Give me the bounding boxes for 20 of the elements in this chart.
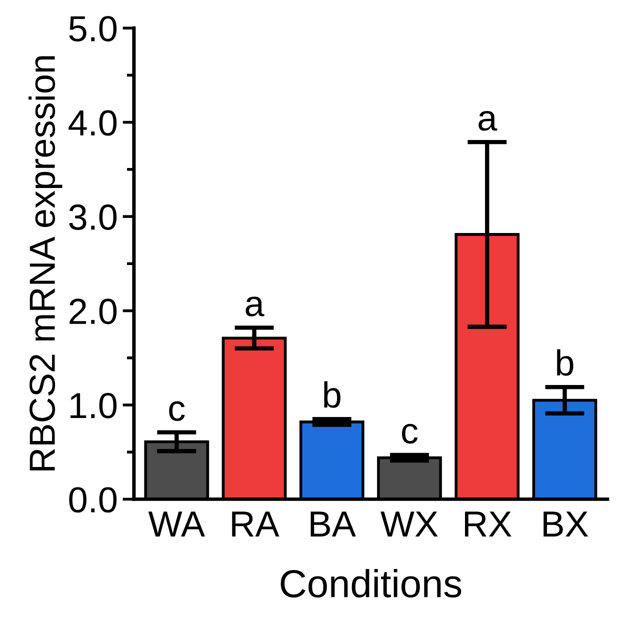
y-tick-label: 3.0: [69, 204, 117, 230]
x-tick-label: BX: [544, 512, 588, 536]
y-axis-title: RBCS2 mRNA expression: [28, 56, 62, 470]
annotation: b: [557, 349, 574, 376]
x-axis-title: Conditions: [280, 568, 462, 598]
y-tick-label: 5.0: [69, 16, 117, 42]
y-tick-label: 1.0: [70, 392, 117, 418]
annotation: c: [402, 424, 418, 444]
y-tick-label: 4.0: [68, 110, 117, 136]
annotation: a: [478, 111, 498, 131]
x-tick-label: WA: [148, 512, 205, 536]
annotation: c: [169, 401, 185, 421]
x-tick-label: RX: [464, 512, 512, 536]
y-tick-label: 2.0: [70, 298, 117, 324]
x-tick-label: WX: [380, 512, 438, 536]
x-tick-label: RA: [232, 512, 280, 536]
x-tick-label: BA: [310, 512, 356, 536]
annotation: a: [246, 296, 264, 316]
annotation: b: [324, 381, 340, 408]
y-tick-label: 0.0: [69, 487, 117, 513]
